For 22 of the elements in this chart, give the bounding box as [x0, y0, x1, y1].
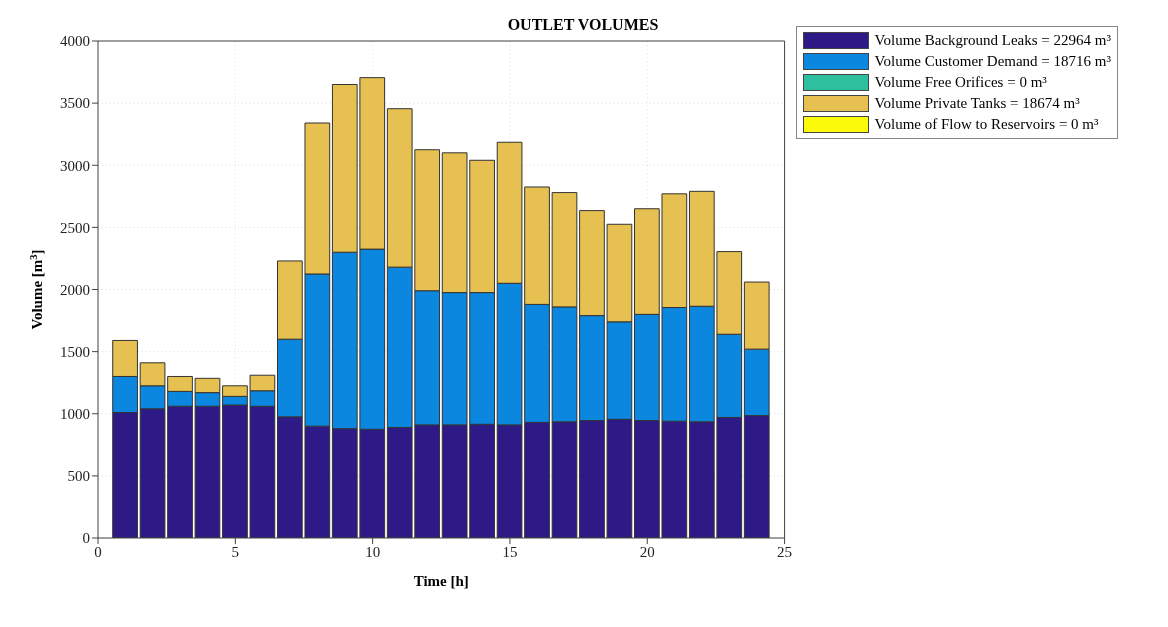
x-tick-label: 25 — [777, 543, 793, 560]
y-tick-label: 500 — [67, 468, 90, 485]
y-tick-label: 2500 — [60, 219, 90, 236]
x-tick-label: 5 — [231, 543, 240, 560]
y-tick-label: 1000 — [60, 406, 90, 423]
legend-label: Volume Free Orifices = 0 m³ — [874, 74, 1047, 91]
chart-title: OUTLET VOLUMES — [507, 16, 659, 33]
y-tick-label: 3000 — [60, 157, 90, 174]
y-tick-label: 0 — [82, 530, 90, 547]
x-tick-label: 20 — [639, 543, 655, 560]
x-tick-label: 10 — [365, 543, 381, 560]
x-tick-label: 15 — [502, 543, 518, 560]
x-axis-title: Time [h] — [413, 573, 469, 589]
x-tick-label: 0 — [94, 543, 102, 560]
legend-label: Volume Private Tanks = 18674 m³ — [874, 95, 1080, 112]
legend-label: Volume Customer Demand = 18716 m³ — [874, 53, 1111, 70]
y-tick-label: 3500 — [60, 95, 90, 112]
legend-label: Volume of Flow to Reservoirs = 0 m³ — [874, 116, 1099, 133]
y-tick-label: 1500 — [60, 343, 90, 360]
y-tick-label: 4000 — [60, 33, 90, 50]
legend-label: Volume Background Leaks = 22964 m³ — [874, 32, 1111, 49]
y-tick-label: 2000 — [60, 281, 90, 298]
